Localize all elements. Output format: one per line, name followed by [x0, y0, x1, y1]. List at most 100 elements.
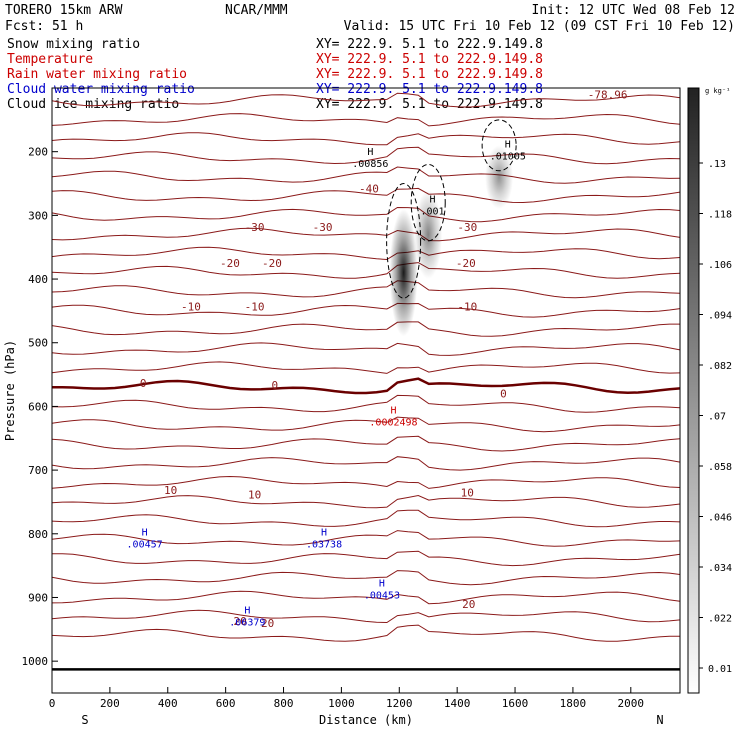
- max-value-label: .0002498: [369, 418, 417, 429]
- x-tick-label: 400: [158, 697, 178, 710]
- temperature-label: -78.96: [588, 88, 628, 101]
- temperature-label: 20: [233, 615, 246, 628]
- max-value-label: .00856: [352, 159, 388, 170]
- forecast-label: Fcst: 51 h: [5, 19, 83, 34]
- max-marker-h: H: [390, 406, 396, 417]
- field-xy: XY= 222.9. 5.1 to 222.9.149.8: [316, 82, 543, 97]
- x-tick-label: 1200: [386, 697, 413, 710]
- max-marker-h: H: [367, 147, 373, 158]
- valid-label: Valid: 15 UTC Fri 10 Feb 12 (09 CST Fri …: [344, 19, 735, 34]
- field-xy: XY= 222.9. 5.1 to 222.9.149.8: [316, 97, 543, 112]
- cloud-ice-contour: [481, 119, 517, 172]
- isotherm-line: [51, 475, 681, 489]
- isotherm-line: [51, 302, 681, 318]
- y-tick-label: 200: [28, 146, 48, 159]
- x-tick-label: 1600: [502, 697, 529, 710]
- isotherm-line: [51, 146, 681, 165]
- temperature-label: -40: [359, 183, 379, 196]
- isotherm-line: [51, 262, 681, 279]
- temperature-label: -30: [313, 221, 333, 234]
- max-value-label: .00453: [364, 590, 400, 601]
- temperature-label: -20: [456, 257, 476, 270]
- isotherm-line: [51, 377, 681, 395]
- isotherm-line: [51, 206, 681, 223]
- x-tick-label: 0: [49, 697, 56, 710]
- field-xy: XY= 222.9. 5.1 to 222.9.149.8: [316, 52, 543, 67]
- temperature-label: 0: [140, 377, 147, 390]
- x-tick-label: 1400: [444, 697, 471, 710]
- colorbar-tick-label: .046: [708, 513, 732, 524]
- y-tick-label: 300: [28, 209, 48, 222]
- max-value-label: .06379: [229, 618, 265, 629]
- isotherm-line: [51, 456, 681, 471]
- north-label: N: [656, 713, 663, 727]
- temperature-label: -20: [262, 257, 282, 270]
- isotherm-line: [51, 113, 681, 127]
- temperature-label: 10: [461, 486, 474, 499]
- cloud-ice-contour: [386, 183, 422, 299]
- y-tick-label: 600: [28, 400, 48, 413]
- x-tick-label: 1800: [560, 697, 587, 710]
- isotherm-line: [51, 590, 681, 605]
- y-tick-label: 800: [28, 528, 48, 541]
- isotherm-line: [51, 550, 681, 567]
- plot-area: -78.96 -40 -30 -30 -30 -20 -20 -20 -10 -10 -10 0 0 0 1…: [3, 87, 681, 727]
- colorbar-unit: g kg⁻¹: [705, 87, 730, 95]
- isotherm-line: [51, 132, 681, 146]
- max-marker-h: H: [505, 140, 511, 151]
- y-tick-label: 500: [28, 337, 48, 350]
- temperature-label: 0: [272, 379, 279, 392]
- temperature-label: -10: [245, 300, 265, 313]
- colorbar-tick-label: .07: [708, 412, 726, 423]
- isotherm-line: [51, 361, 681, 374]
- colorbar-tick-label: .082: [708, 361, 732, 372]
- colorbar-tick-label: .022: [708, 614, 732, 625]
- isotherm-line: [51, 494, 681, 509]
- max-value-label: .001: [421, 206, 445, 217]
- field-legend: Snow mixing ratio XY= 222.9. 5.1 to 222.9…: [7, 37, 543, 112]
- colorbar-tick-label: 0.01: [708, 664, 732, 675]
- isotherm-line: [51, 166, 681, 184]
- temperature-label: -10: [181, 300, 201, 313]
- max-value-label: .03738: [306, 539, 342, 550]
- colorbar-tick-label: .034: [708, 563, 732, 574]
- cloud-ice-contour: [410, 163, 446, 242]
- temperature-label: 0: [500, 388, 507, 401]
- temperature-label: 10: [248, 488, 261, 501]
- max-marker-h: H: [321, 527, 327, 538]
- x-tick-label: 1000: [328, 697, 355, 710]
- isotherm-line: [51, 92, 681, 108]
- max-marker-h: H: [244, 606, 250, 617]
- south-label: S: [81, 713, 88, 727]
- x-tick-label: 200: [100, 697, 120, 710]
- isotherm-line: [51, 509, 681, 528]
- temperature-label: -30: [245, 221, 265, 234]
- plot-frame: [51, 87, 681, 694]
- field-name: Snow mixing ratio: [7, 37, 140, 52]
- colorbar-tick-label: .058: [708, 462, 732, 473]
- colorbar-tick-label: .094: [708, 311, 732, 322]
- isotherm-line: [51, 246, 681, 261]
- x-tick-label: 600: [216, 697, 236, 710]
- max-marker-h: H: [379, 578, 385, 589]
- isotherm-line: [51, 530, 681, 547]
- isotherm-line: [51, 227, 681, 242]
- max-value-label: .01005: [490, 152, 526, 163]
- x-axis-label: Distance (km): [319, 713, 413, 727]
- y-axis-label: Pressure (hPa): [3, 340, 17, 441]
- temperature-label: -10: [457, 300, 477, 313]
- isotherm-line: [51, 416, 681, 433]
- temperature-label: 10: [164, 484, 177, 497]
- init-label: Init: 12 UTC Wed 08 Feb 12: [532, 3, 736, 18]
- temperature-label: 20: [462, 598, 475, 611]
- snow-plume: [414, 189, 443, 280]
- field-xy: XY= 222.9. 5.1 to 222.9.149.8: [316, 37, 543, 52]
- isotherm-line: [51, 435, 681, 452]
- field-name: Rain water mixing ratio: [7, 67, 187, 82]
- field-name: Cloud ice mixing ratio: [7, 97, 179, 112]
- max-value-label: .00457: [127, 539, 163, 550]
- isotherm-line: [51, 280, 681, 299]
- colorbar-gradient: [687, 87, 700, 694]
- y-tick-label: 1000: [22, 655, 49, 668]
- model-label: TORERO 15km ARW: [5, 3, 123, 18]
